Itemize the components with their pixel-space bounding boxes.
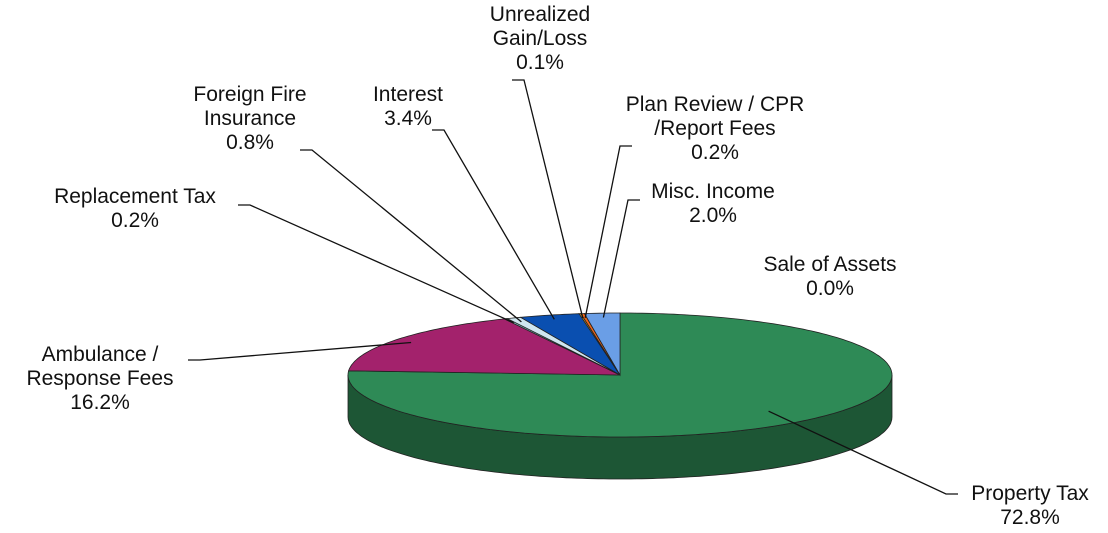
slice-label: Ambulance / Response Fees 16.2% — [0, 343, 200, 415]
slice-label: Plan Review / CPR /Report Fees 0.2% — [600, 93, 830, 165]
slice-name: Unrealized Gain/Loss — [489, 3, 591, 50]
slice-label: Sale of Assets 0.0% — [730, 253, 930, 301]
slice-value: 2.0% — [689, 204, 737, 227]
slice — [583, 312, 621, 377]
slice-name: Property Tax — [971, 482, 1089, 505]
slice — [348, 318, 621, 376]
slice-name: Misc. Income — [651, 180, 775, 203]
slice-name: Sale of Assets — [763, 253, 897, 276]
leader-line — [188, 341, 412, 361]
slice-value: 72.8% — [1000, 506, 1060, 529]
slice — [519, 313, 621, 376]
leader-line — [432, 129, 555, 320]
slice-label: Replacement Tax 0.2% — [15, 185, 255, 233]
slice-label: Misc. Income 2.0% — [633, 180, 793, 228]
leader-line — [768, 410, 958, 495]
slice-label: Unrealized Gain/Loss 0.1% — [470, 3, 610, 75]
slice-name: Foreign Fire Insurance — [193, 83, 307, 130]
slice-label: Property Tax 72.8% — [950, 482, 1108, 530]
slice-name: Replacement Tax — [54, 185, 216, 208]
slice-label: Interest 3.4% — [358, 83, 458, 131]
slice-value: 3.4% — [384, 107, 432, 130]
leader-line — [584, 145, 632, 319]
slice-value: 0.1% — [516, 51, 564, 74]
leader-line — [300, 149, 522, 323]
slice-value: 0.0% — [806, 277, 854, 300]
slice-value: 0.8% — [226, 131, 274, 154]
slice-value: 0.2% — [111, 209, 159, 232]
slice-name: Interest — [372, 83, 444, 106]
leader-line — [238, 204, 515, 324]
slice-name: Ambulance / Response Fees — [26, 343, 174, 390]
slice-value: 0.2% — [691, 141, 739, 164]
slice-label: Foreign Fire Insurance 0.8% — [160, 83, 340, 155]
leader-line — [512, 79, 584, 319]
slice-value: 16.2% — [70, 391, 130, 414]
leader-line — [602, 199, 640, 318]
slice-name: Plan Review / CPR /Report Fees — [625, 93, 805, 140]
